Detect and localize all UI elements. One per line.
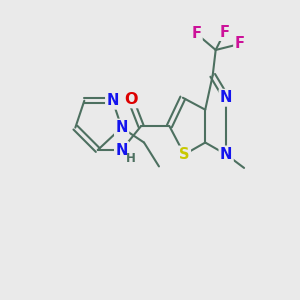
Text: N: N xyxy=(106,93,119,108)
Text: S: S xyxy=(179,147,190,162)
Text: F: F xyxy=(235,37,244,52)
Text: N: N xyxy=(220,90,232,105)
Text: H: H xyxy=(126,152,136,165)
Text: N: N xyxy=(220,147,232,162)
Text: N: N xyxy=(116,142,128,158)
Text: N: N xyxy=(116,120,128,135)
Text: F: F xyxy=(220,25,230,40)
Text: O: O xyxy=(124,92,137,107)
Text: F: F xyxy=(191,26,201,41)
